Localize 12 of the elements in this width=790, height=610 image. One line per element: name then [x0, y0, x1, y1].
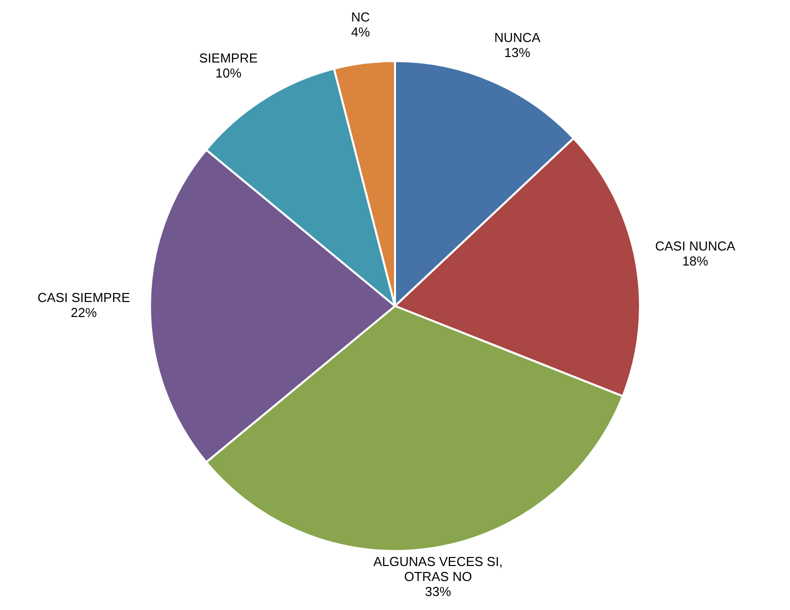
slice-label: NC: [351, 10, 370, 25]
slice-label: CASI SIEMPRE: [38, 290, 130, 306]
data-label: 18%: [682, 254, 709, 269]
data-label: 33%: [425, 584, 452, 600]
data-label: 22%: [70, 305, 98, 320]
slice-label: NUNCA: [494, 30, 541, 46]
slice-label: ALGUNAS VECES SI, OTRAS NO: [373, 554, 503, 584]
slice-label: CASI NUNCA: [655, 238, 736, 254]
data-label: 4%: [351, 24, 370, 40]
slice-label: SIEMPRE: [199, 50, 258, 66]
data-label: 10%: [215, 65, 242, 80]
data-label: 13%: [504, 45, 531, 60]
